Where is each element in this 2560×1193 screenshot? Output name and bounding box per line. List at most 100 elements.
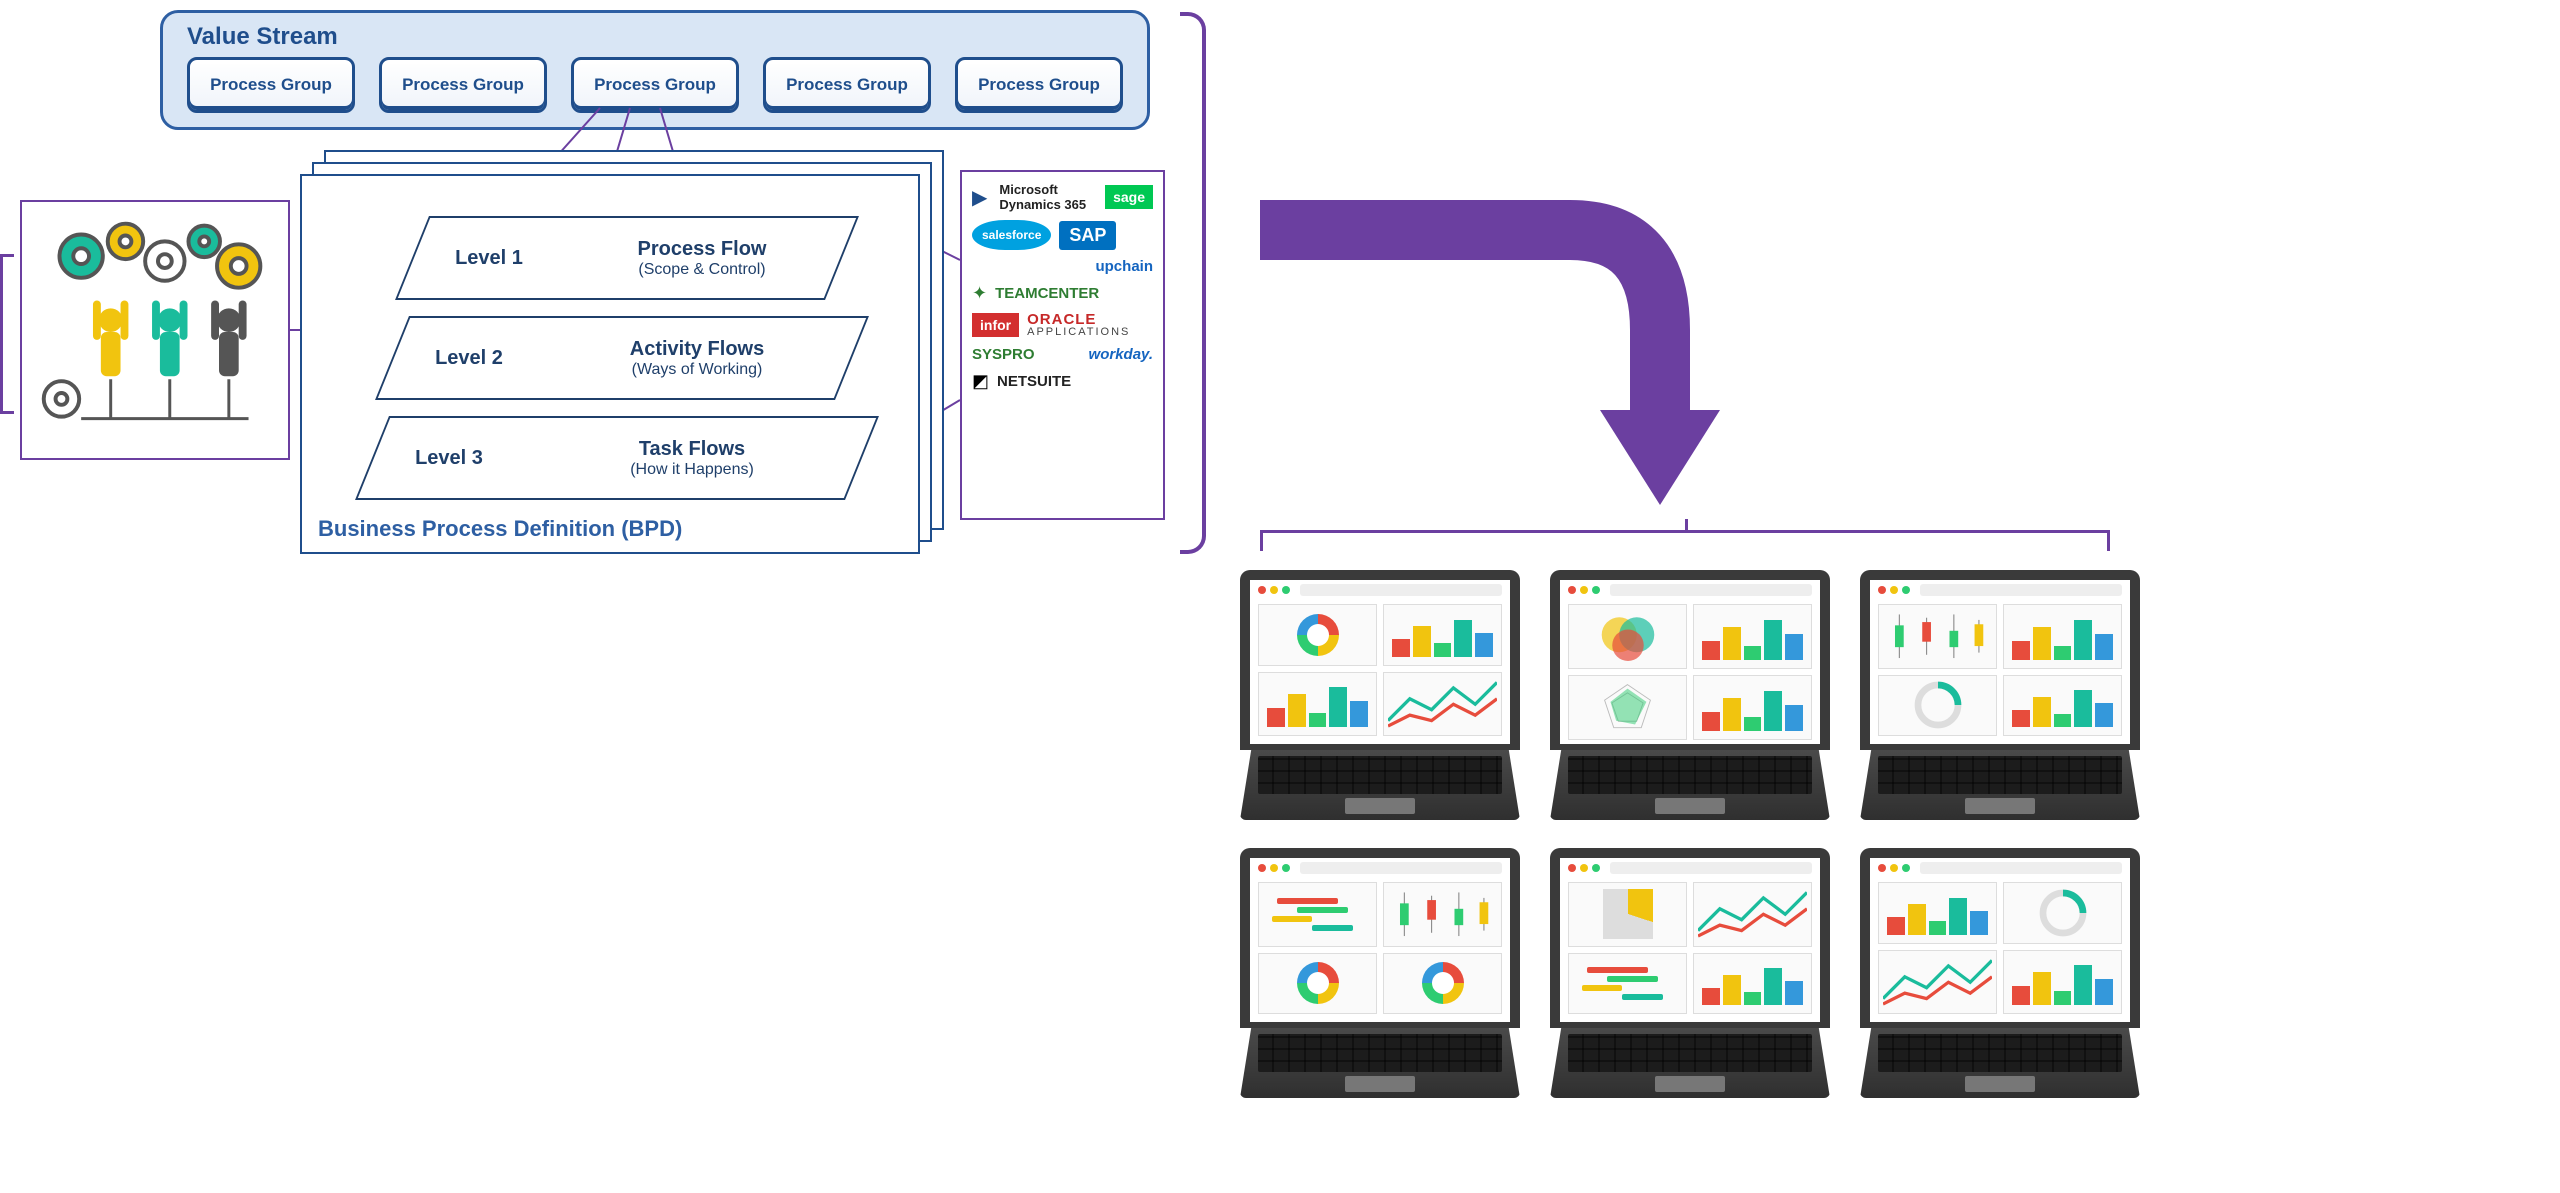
laptop (1860, 570, 2140, 820)
laptop (1860, 848, 2140, 1098)
bpd-stack: Level 1 Process Flow (Scope & Control) L… (300, 150, 940, 550)
laptop-screen (1240, 848, 1520, 1028)
process-group-button: Process Group (955, 57, 1123, 113)
right-brace-bracket (1180, 12, 1206, 554)
logo-row: upchain (972, 258, 1153, 275)
dashboard-tile (1693, 604, 1812, 669)
logo-row: infor ORACLE APPLICATIONS (972, 312, 1153, 338)
dashboard-tile (1693, 953, 1812, 1015)
logo-salesforce: salesforce (972, 220, 1051, 250)
process-group-row: Process Group Process Group Process Grou… (177, 57, 1133, 113)
logo-oracle: ORACLE (1027, 312, 1130, 327)
dashboard-tile (1383, 604, 1502, 666)
level-3-parallelogram: Level 3 Task Flows (How it Happens) (355, 416, 879, 500)
logo-upchain: upchain (1095, 258, 1153, 275)
logo-row: ◩ NETSUITE (972, 371, 1153, 392)
level-sub: (Scope & Control) (564, 261, 840, 279)
laptop-keyboard (1550, 750, 1830, 820)
url-bar (1300, 862, 1502, 874)
logo-syspro: SYSPRO (972, 346, 1035, 363)
dashboard-tile (1878, 675, 1997, 737)
dashboard (1258, 882, 1502, 1014)
logo-netsuite: NETSUITE (997, 373, 1071, 390)
dashboard (1568, 882, 1812, 1014)
laptop-keyboard (1550, 1028, 1830, 1098)
url-bar (1300, 584, 1502, 596)
process-group-button: Process Group (187, 57, 355, 113)
fan-out-bracket (1260, 530, 2110, 560)
url-bar (1920, 862, 2122, 874)
laptop (1550, 570, 1830, 820)
dashboard-tile (1693, 675, 1812, 740)
diagram-canvas: Value Stream Process Group Process Group… (0, 0, 2560, 1193)
dashboard-tile (1258, 672, 1377, 737)
url-bar (1610, 862, 1812, 874)
laptop-keyboard (1240, 1028, 1520, 1098)
laptop-screen (1860, 848, 2140, 1028)
dynamics-icon: ▶ (972, 185, 987, 210)
dashboard-tile (2003, 675, 2122, 737)
laptop-screen (1860, 570, 2140, 750)
logo-row: salesforce SAP (972, 220, 1153, 250)
process-group-button: Process Group (379, 57, 547, 113)
dashboard-tile (1383, 882, 1502, 947)
dashboard-tile (1693, 882, 1812, 947)
laptops-grid (1240, 570, 2140, 1098)
window-controls-icon (1878, 586, 1910, 594)
logo-row: ✦ TEAMCENTER (972, 283, 1153, 304)
level-sub: (Ways of Working) (544, 361, 850, 379)
window-controls-icon (1258, 586, 1290, 594)
level-title: Process Flow (564, 238, 840, 261)
left-bracket (0, 254, 14, 414)
level-title: Task Flows (524, 438, 860, 461)
level-title: Activity Flows (544, 338, 850, 361)
logo-dynamics: ▶ Microsoft Dynamics 365 sage (972, 182, 1153, 212)
process-group-button: Process Group (763, 57, 931, 113)
dashboard-tile (1878, 604, 1997, 669)
level-label: Level 3 (374, 447, 524, 470)
window-controls-icon (1878, 864, 1910, 872)
value-stream-title: Value Stream (187, 23, 1133, 51)
laptop-keyboard (1860, 750, 2140, 820)
window-controls-icon (1258, 864, 1290, 872)
url-bar (1920, 584, 2122, 596)
laptop-screen (1550, 570, 1830, 750)
dashboard (1878, 604, 2122, 736)
logo-infor: infor (972, 313, 1019, 337)
netsuite-icon: ◩ (972, 371, 989, 392)
dashboard-tile (1878, 882, 1997, 944)
laptop-screen (1550, 848, 1830, 1028)
bpd-card-front: Level 1 Process Flow (Scope & Control) L… (300, 174, 920, 554)
window-controls-icon (1568, 864, 1600, 872)
level-2-parallelogram: Level 2 Activity Flows (Ways of Working) (375, 316, 869, 400)
dashboard-tile (1568, 953, 1687, 1015)
dashboard-tile (1383, 672, 1502, 737)
level-sub: (How it Happens) (524, 461, 860, 479)
fan-center-tick (1685, 519, 1688, 533)
dashboard (1568, 604, 1812, 736)
logo-text: Microsoft Dynamics 365 (999, 182, 1097, 212)
dashboard-tile (1258, 953, 1377, 1015)
process-group-button: Process Group (571, 57, 739, 113)
dashboard-tile (1878, 950, 1997, 1015)
bpd-label: Business Process Definition (BPD) (318, 516, 682, 542)
dashboard-tile (2003, 882, 2122, 944)
flow-arrow-icon (1240, 170, 1740, 520)
dashboard-tile (2003, 950, 2122, 1015)
software-logos-box: ▶ Microsoft Dynamics 365 sage salesforce… (960, 170, 1165, 520)
level-label: Level 2 (394, 347, 544, 370)
logo-sap: SAP (1059, 221, 1116, 250)
dashboard-tile (1568, 604, 1687, 669)
logo-sage: sage (1105, 185, 1153, 209)
logo-workday: workday. (1089, 346, 1153, 363)
laptop (1550, 848, 1830, 1098)
dashboard-tile (1383, 953, 1502, 1015)
laptop-screen (1240, 570, 1520, 750)
logo-row: SYSPRO workday. (972, 346, 1153, 363)
laptop (1240, 570, 1520, 820)
dashboard (1258, 604, 1502, 736)
window-controls-icon (1568, 586, 1600, 594)
laptop-keyboard (1240, 750, 1520, 820)
level-1-parallelogram: Level 1 Process Flow (Scope & Control) (395, 216, 859, 300)
dashboard-tile (1258, 882, 1377, 947)
